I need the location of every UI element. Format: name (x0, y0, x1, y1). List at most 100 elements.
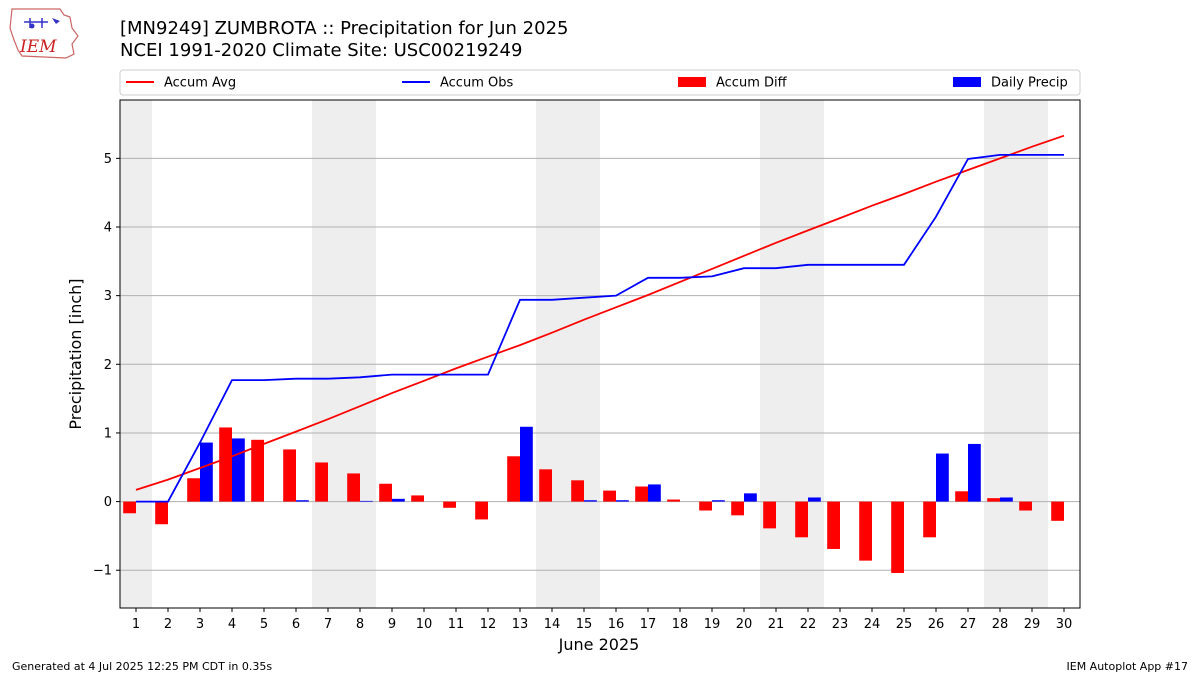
legend-swatch (953, 77, 981, 87)
x-tick-label: 12 (480, 617, 497, 632)
accum-diff-bar (603, 490, 616, 502)
daily-precip-bar (360, 500, 373, 502)
legend-accum-obs: Accum Obs (402, 76, 513, 91)
x-tick-label: 6 (292, 617, 300, 632)
daily-precip-bar (744, 493, 757, 502)
x-tick-label: 17 (640, 617, 657, 632)
legend-daily-precip: Daily Precip (953, 76, 1068, 91)
y-tick-label: 3 (104, 289, 112, 304)
x-tick-label: 22 (800, 617, 817, 632)
accum-diff-bar (635, 486, 648, 502)
daily-precip-bar (808, 497, 821, 502)
daily-precip-bar (520, 426, 533, 502)
chart-subtitle: NCEI 1991-2020 Climate Site: USC00219249 (120, 40, 523, 61)
weekend-band (120, 100, 152, 608)
weekend-band (344, 100, 376, 608)
accum-diff-bar (1051, 501, 1064, 521)
accum-diff-bar (507, 456, 520, 502)
legend-label: Daily Precip (991, 76, 1068, 91)
daily-precip-bar (712, 500, 725, 502)
daily-precip-bar (232, 438, 245, 502)
accum-diff-bar (731, 501, 744, 516)
weekend-band (760, 100, 792, 608)
y-tick-label: 5 (104, 152, 112, 167)
accum-diff-bar (763, 501, 776, 529)
accum-diff-bar (891, 501, 904, 573)
daily-precip-bar (936, 453, 949, 502)
x-tick-label: 20 (736, 617, 753, 632)
x-tick-label: 10 (416, 617, 433, 632)
accum-diff-bar (795, 501, 808, 538)
legend-swatch (678, 77, 706, 87)
y-axis-label: Precipitation [inch] (66, 278, 85, 429)
x-tick-label: 15 (576, 617, 593, 632)
x-tick-label: 14 (544, 617, 561, 632)
x-tick-label: 11 (448, 617, 465, 632)
x-axis: 1 2 3 4 5 6 7 8 9 10 11 12 13 14 15 16 17 18 19 20 21 22 23 24 2… (132, 608, 1072, 632)
accum-diff-bar (347, 473, 360, 502)
x-tick-label: 5 (260, 617, 268, 632)
weekend-band (312, 100, 344, 608)
accum-diff-bar (539, 469, 552, 502)
accum-diff-bar (219, 427, 232, 502)
weekend-shading (120, 100, 1048, 608)
legend-accum-diff: Accum Diff (678, 76, 788, 91)
accum-diff-bar (251, 439, 264, 502)
y-tick-label: 1 (104, 426, 112, 441)
x-tick-label: 16 (608, 617, 625, 632)
legend-label: Accum Obs (440, 76, 513, 91)
daily-precip-bar (392, 498, 405, 502)
accum-diff-bar (859, 501, 872, 561)
legend-label: Accum Avg (164, 76, 236, 91)
weekend-band (568, 100, 600, 608)
x-tick-label: 29 (1024, 617, 1041, 632)
iem-logo: IEM (8, 6, 82, 60)
x-tick-label: 28 (992, 617, 1009, 632)
accum-diff-bar (187, 478, 200, 502)
accum-obs-line (136, 153, 1064, 503)
legend-label: Accum Diff (716, 76, 788, 91)
logo-text: IEM (19, 37, 57, 57)
x-tick-label: 7 (324, 617, 332, 632)
accum-diff-bar (571, 480, 584, 502)
x-tick-label: 30 (1056, 617, 1073, 632)
daily-precip-bar (296, 500, 309, 502)
accum-diff-bar (443, 501, 456, 508)
bars (123, 426, 1064, 573)
x-tick-label: 18 (672, 617, 689, 632)
accum-diff-bar (155, 501, 168, 525)
x-axis-label: June 2025 (558, 635, 640, 654)
x-tick-label: 8 (356, 617, 364, 632)
app-footer: IEM Autoplot App #17 (1066, 660, 1189, 673)
accum-diff-bar (411, 495, 424, 502)
y-tick-label: 4 (104, 221, 112, 236)
x-tick-label: 1 (132, 617, 140, 632)
x-tick-label: 19 (704, 617, 721, 632)
x-tick-label: 24 (864, 617, 881, 632)
gridlines (120, 157, 1080, 571)
daily-precip-bar (648, 484, 661, 502)
accum-diff-bar (379, 483, 392, 502)
y-tick-label: −1 (93, 564, 112, 579)
generated-footer: Generated at 4 Jul 2025 12:25 PM CDT in … (12, 660, 273, 673)
accum-diff-bar (987, 498, 1000, 502)
y-tick-label: 0 (104, 495, 112, 510)
y-tick-label: 2 (104, 358, 112, 373)
x-tick-label: 3 (196, 617, 204, 632)
daily-precip-bar (1000, 497, 1013, 502)
x-tick-label: 13 (512, 617, 529, 632)
accum-diff-bar (699, 501, 712, 511)
daily-precip-bar (200, 442, 213, 502)
plot-frame (119, 99, 1081, 609)
legend-accum-avg: Accum Avg (126, 76, 236, 91)
accum-diff-bar (667, 499, 680, 502)
daily-precip-bar (968, 443, 981, 502)
weekend-band (536, 100, 568, 608)
accum-diff-bar (955, 491, 968, 502)
accum-diff-bar (923, 501, 936, 538)
x-tick-label: 9 (388, 617, 396, 632)
x-tick-label: 23 (832, 617, 849, 632)
accum-avg-line (135, 134, 1065, 491)
accum-diff-bar (475, 501, 488, 520)
